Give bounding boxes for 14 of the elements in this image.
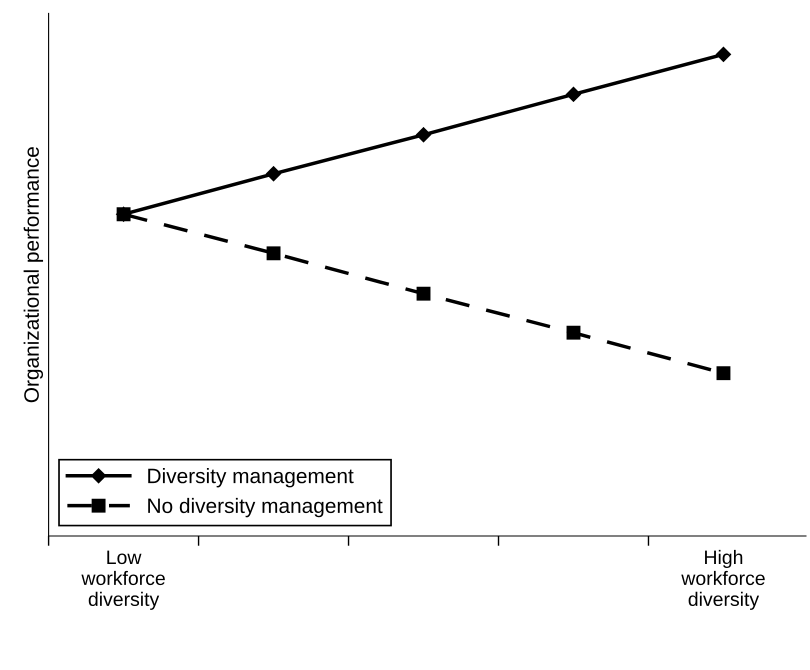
point bbox=[416, 286, 430, 301]
x-tick-label: Low workforce diversity bbox=[81, 550, 165, 610]
legend-label: No diversity management bbox=[148, 498, 383, 518]
point bbox=[266, 166, 282, 182]
point bbox=[566, 86, 582, 102]
point bbox=[416, 127, 432, 142]
point bbox=[716, 366, 730, 380]
point bbox=[116, 207, 131, 222]
point bbox=[566, 326, 580, 340]
legend-label: Diversity management bbox=[148, 468, 354, 488]
point bbox=[716, 46, 732, 62]
x-tick-label: High workforce diversity bbox=[681, 550, 765, 610]
y-axis-title: Organizational performance bbox=[24, 147, 44, 402]
point bbox=[266, 246, 280, 260]
